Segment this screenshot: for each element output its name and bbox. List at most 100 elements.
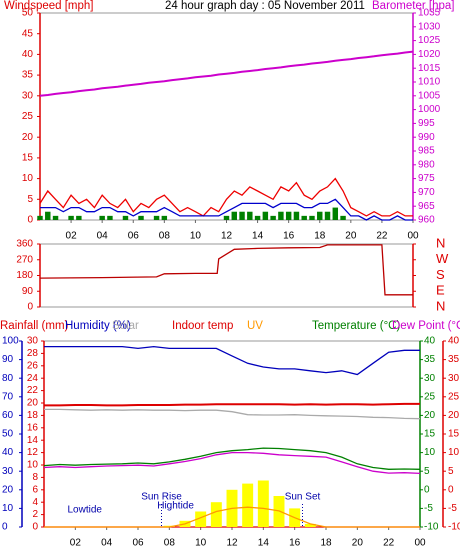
x-tick-label: 08 <box>164 538 176 549</box>
x-tick-label: 22 <box>383 538 395 549</box>
y-tick-label: 0 <box>27 215 33 226</box>
y-tick-label: 30 <box>22 90 34 101</box>
x-tick-label: 02 <box>66 231 78 242</box>
y-tick-label: 12 <box>27 447 39 458</box>
y-tick-label: 15 <box>22 153 34 164</box>
y-tick-label: 45 <box>22 28 34 39</box>
y-tick-label: 30 <box>2 466 14 477</box>
y-tick-label: -10 <box>424 522 439 533</box>
y-tick-label: 20 <box>27 398 39 409</box>
bar <box>138 215 144 220</box>
x-tick-label: 06 <box>128 231 140 242</box>
x-tick-label: 10 <box>190 231 202 242</box>
y-tick-label: 1005 <box>418 90 441 101</box>
y-tick-label: 50 <box>22 8 34 19</box>
legend-entry: Indoor temp <box>172 320 233 332</box>
bar <box>37 215 43 220</box>
y-tick-label: 90 <box>22 286 34 297</box>
y-tick-label: 14 <box>27 435 39 446</box>
bar <box>239 211 245 220</box>
x-tick-label: 10 <box>195 538 207 549</box>
y-tick-label: -10 <box>448 522 460 533</box>
legend-entry: Temperature (°C) <box>312 320 400 332</box>
y-tick-label: 10 <box>424 447 436 458</box>
y-tick-label: 1030 <box>418 21 441 32</box>
y-tick-label: 1025 <box>418 35 441 46</box>
series-line <box>44 345 420 376</box>
y-tick-label: 5 <box>448 466 454 477</box>
bar <box>45 211 51 220</box>
y-tick-label: 50 <box>2 429 14 440</box>
y-tick-label: 270 <box>16 254 33 265</box>
bar <box>52 215 59 220</box>
y-tick-label: 1000 <box>418 104 441 115</box>
bar <box>223 215 230 220</box>
bar <box>278 211 284 220</box>
x-tick-label: 14 <box>258 538 270 549</box>
y-tick-label: 40 <box>22 49 34 60</box>
y-tick-label: 10 <box>27 460 39 471</box>
y-tick-label: 970 <box>418 187 435 198</box>
bar <box>76 215 82 220</box>
y-tick-label: -5 <box>424 503 433 514</box>
series-line <box>40 198 413 221</box>
x-tick-label: 18 <box>320 538 332 549</box>
chart-title: 24 hour graph day : 05 November 2011 <box>165 0 365 12</box>
series-line <box>39 244 413 296</box>
y-tick-label: E <box>436 283 445 298</box>
annotation: Hightide <box>157 501 194 512</box>
y-tick-label: 15 <box>448 429 460 440</box>
x-tick-label: 00 <box>407 231 419 242</box>
y-tick-label: 10 <box>22 173 34 184</box>
bar <box>107 215 113 220</box>
x-tick-label: 16 <box>289 538 301 549</box>
y-tick-label: 960 <box>418 215 435 226</box>
annotation: Sun Set <box>285 492 321 503</box>
bar <box>332 207 339 220</box>
y-tick-label: 35 <box>448 354 460 365</box>
y-tick-label: 0 <box>424 484 430 495</box>
bar <box>262 211 269 220</box>
x-tick-label: 16 <box>283 231 295 242</box>
y-tick-label: 985 <box>418 146 435 157</box>
y-tick-label: -5 <box>448 503 457 514</box>
y-tick-label: N <box>436 298 445 313</box>
x-tick-label: 14 <box>252 231 264 242</box>
series-line <box>43 447 421 470</box>
bar <box>68 215 74 220</box>
x-tick-label: 06 <box>132 538 144 549</box>
annotation: Lowtide <box>67 505 102 516</box>
y-tick-label: 30 <box>424 373 436 384</box>
y-tick-label: 28 <box>27 348 39 359</box>
bar <box>254 215 261 220</box>
bar <box>210 502 222 527</box>
y-tick-label: 10 <box>2 503 14 514</box>
x-tick-label: 00 <box>414 538 426 549</box>
x-tick-label: 02 <box>70 538 82 549</box>
bar <box>309 215 315 220</box>
y-tick-label: 24 <box>27 373 39 384</box>
y-tick-label: 90 <box>2 354 14 365</box>
barometer-label: Barometer [hpa] <box>372 0 454 12</box>
x-tick-label: 20 <box>345 231 357 242</box>
series-line <box>43 451 421 475</box>
bar <box>285 211 292 220</box>
bar <box>153 215 160 220</box>
bar <box>340 215 346 220</box>
bar <box>122 215 129 220</box>
y-tick-label: 5 <box>424 466 430 477</box>
series-line <box>44 506 420 528</box>
plot-area <box>39 12 414 221</box>
y-tick-label: 8 <box>32 472 38 483</box>
bar <box>195 511 207 527</box>
y-tick-label: 995 <box>418 118 435 129</box>
y-tick-label: 20 <box>2 484 14 495</box>
series-line <box>44 402 420 407</box>
x-tick-label: 12 <box>221 231 233 242</box>
y-tick-label: S <box>436 267 445 282</box>
y-tick-label: 980 <box>418 159 435 170</box>
bar <box>270 215 276 220</box>
series-line <box>44 408 421 420</box>
